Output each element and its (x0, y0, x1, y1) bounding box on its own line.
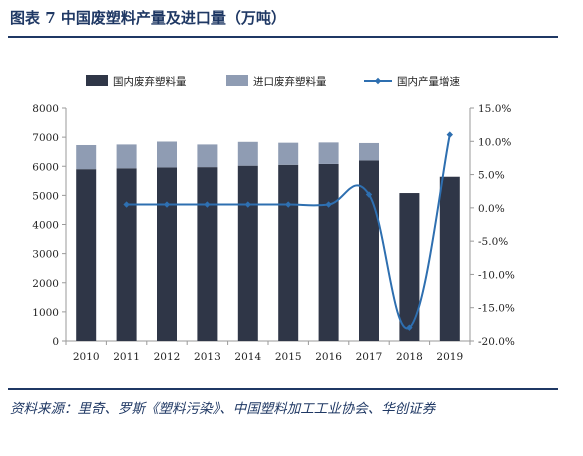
figure-title: 图表 7 中国废塑料产量及进口量（万吨） (10, 9, 286, 27)
growth-point (163, 201, 171, 208)
growth-point (365, 191, 373, 198)
right-tick-label: -10.0% (478, 269, 515, 281)
growth-point (285, 201, 292, 208)
right-tick-label: 10.0% (478, 136, 511, 148)
bar-import (237, 141, 258, 166)
growth-point (244, 201, 251, 208)
x-tick-label: 2015 (275, 351, 302, 363)
legend-label-growth: 国内产量增速 (397, 75, 460, 88)
x-tick-label: 2012 (154, 351, 181, 363)
legend-label-import: 进口废弃塑料量 (253, 75, 327, 88)
x-tick-label: 2019 (436, 351, 463, 363)
bar-domestic (76, 169, 97, 341)
growth-point (204, 201, 211, 208)
right-tick-label: -5.0% (478, 236, 508, 248)
growth-line (123, 131, 453, 331)
bar-import (157, 141, 177, 168)
legend-label-domestic: 国内废弃塑料量 (113, 75, 187, 88)
legend-swatch-domestic (86, 75, 108, 86)
bar-import (359, 142, 379, 161)
x-tick-label: 2010 (73, 351, 100, 363)
bar-domestic (116, 168, 137, 341)
left-tick-label: 1000 (32, 307, 59, 319)
left-tick-label: 4000 (32, 220, 59, 232)
left-tick-label: 6000 (32, 161, 59, 173)
bar-domestic (197, 167, 218, 341)
left-tick-label: 3000 (32, 249, 59, 261)
bar-domestic (318, 163, 339, 341)
x-tick-label: 2017 (356, 351, 383, 363)
chart: 国内废弃塑料量 进口废弃塑料量 国内产量增速 0 1000 2000 3000 4000 50… (32, 75, 515, 363)
bars (76, 141, 460, 341)
x-tick-label: 2014 (234, 351, 261, 363)
source-rule (8, 388, 558, 390)
source-note: 资料来源：里奇、罗斯《塑料污染》、中国塑料加工工业协会、华创证券 (10, 401, 436, 417)
bar-domestic (278, 164, 299, 341)
bar-domestic (157, 167, 177, 341)
growth-point (406, 324, 413, 331)
bar-domestic (237, 165, 258, 341)
bar-import (116, 144, 137, 169)
growth-point (446, 131, 453, 138)
legend-swatch-growth-marker (374, 77, 382, 85)
x-tick-label: 2018 (396, 351, 423, 363)
right-tick-label: 0.0% (478, 203, 505, 215)
x-tick-label: 2013 (194, 351, 221, 363)
title-rule (8, 36, 558, 38)
legend: 国内废弃塑料量 进口废弃塑料量 国内产量增速 (86, 75, 460, 88)
bar-domestic (439, 176, 460, 341)
bar-import (76, 144, 97, 170)
left-tick-label: 5000 (32, 190, 59, 202)
legend-swatch-import (226, 75, 248, 86)
bar-import (278, 142, 299, 165)
bar-domestic (399, 193, 420, 341)
right-tick-label: 5.0% (478, 170, 505, 182)
left-tick-label: 2000 (32, 278, 59, 290)
left-tick-label: 0 (52, 336, 59, 348)
left-tick-label: 7000 (32, 132, 59, 144)
growth-point (123, 201, 130, 208)
right-tick-label: -15.0% (478, 303, 515, 315)
right-tick-label: 15.0% (478, 103, 511, 115)
right-tick-label: -20.0% (478, 336, 515, 348)
x-tick-label: 2016 (315, 351, 342, 363)
bar-import (197, 144, 218, 168)
left-tick-label: 8000 (32, 103, 59, 115)
growth-point (325, 201, 332, 208)
bar-import (318, 142, 339, 164)
x-tick-label: 2011 (113, 351, 140, 363)
